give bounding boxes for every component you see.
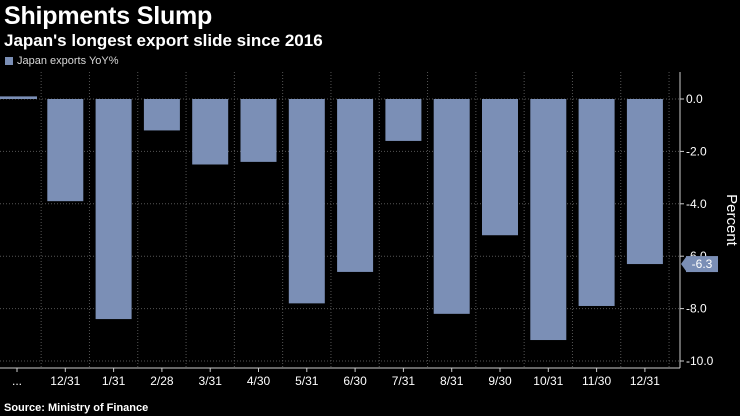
bar — [240, 99, 277, 162]
last-value-box — [686, 256, 718, 273]
bar — [385, 99, 422, 141]
x-tick-label: 4/30 — [247, 374, 271, 388]
bar — [482, 99, 518, 236]
bar — [626, 99, 663, 265]
source-note: Source: Ministry of Finance — [4, 402, 149, 414]
x-tick-label: 2/28 — [150, 374, 174, 388]
x-tick-label: 8/31 — [440, 374, 464, 388]
x-tick-label: 7/31 — [392, 374, 416, 388]
y-tick-label: -4.0 — [686, 197, 707, 211]
x-tick-label: 12/31 — [630, 374, 660, 388]
bar — [47, 99, 84, 202]
bar — [530, 99, 567, 341]
x-tick-label: 3/31 — [199, 374, 223, 388]
bar — [192, 99, 229, 165]
bar — [288, 99, 325, 304]
last-value-pointer — [681, 257, 686, 272]
bar — [337, 99, 374, 272]
bar — [578, 99, 615, 306]
last-value-label: -6.3 — [692, 257, 713, 271]
x-tick-label: 5/31 — [295, 374, 319, 388]
y-tick-label: -8.0 — [686, 302, 707, 316]
y-tick-label: 0.0 — [686, 92, 703, 106]
x-tick-label: 11/30 — [582, 374, 611, 388]
x-tick-label: ... — [12, 374, 22, 388]
bar — [433, 99, 470, 314]
bar — [95, 99, 132, 320]
x-tick-label: 1/31 — [102, 374, 126, 388]
legend: Japan exports YoY% — [5, 55, 119, 67]
y-tick-label: -10.0 — [686, 354, 714, 368]
chart-subtitle: Japan's longest export slide since 2016 — [4, 31, 323, 50]
x-tick-label: 6/30 — [343, 374, 367, 388]
x-tick-label: 10/31 — [533, 374, 563, 388]
bar — [0, 96, 37, 99]
x-tick-label: 12/31 — [50, 374, 80, 388]
bar — [143, 99, 180, 131]
legend-label: Japan exports YoY% — [17, 55, 119, 67]
legend-swatch — [5, 57, 13, 65]
chart-title: Shipments Slump — [4, 2, 213, 30]
x-tick-label: 9/30 — [488, 374, 512, 388]
y-axis-title: Percent — [723, 194, 740, 247]
y-tick-label: -2.0 — [686, 144, 707, 158]
